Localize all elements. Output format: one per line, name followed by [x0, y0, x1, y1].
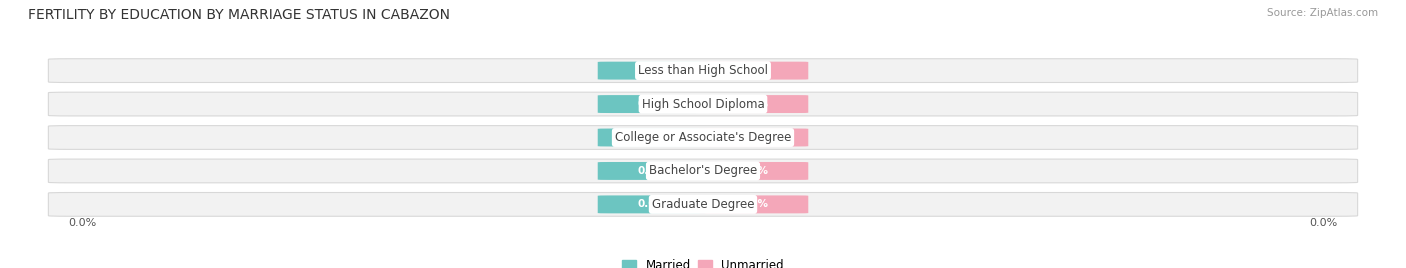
FancyBboxPatch shape	[48, 159, 1358, 183]
Legend: Married, Unmarried: Married, Unmarried	[617, 254, 789, 268]
Text: Source: ZipAtlas.com: Source: ZipAtlas.com	[1267, 8, 1378, 18]
Text: 0.0%: 0.0%	[1309, 218, 1337, 228]
Text: 0.0%: 0.0%	[638, 132, 666, 143]
Text: Bachelor's Degree: Bachelor's Degree	[650, 165, 756, 177]
FancyBboxPatch shape	[598, 129, 707, 147]
FancyBboxPatch shape	[48, 192, 1358, 216]
FancyBboxPatch shape	[699, 129, 808, 147]
Text: High School Diploma: High School Diploma	[641, 98, 765, 111]
Text: 0.0%: 0.0%	[740, 132, 768, 143]
FancyBboxPatch shape	[598, 62, 707, 80]
Text: FERTILITY BY EDUCATION BY MARRIAGE STATUS IN CABAZON: FERTILITY BY EDUCATION BY MARRIAGE STATU…	[28, 8, 450, 22]
Text: 0.0%: 0.0%	[69, 218, 97, 228]
Text: 0.0%: 0.0%	[740, 166, 768, 176]
Text: Graduate Degree: Graduate Degree	[652, 198, 754, 211]
FancyBboxPatch shape	[598, 195, 707, 213]
FancyBboxPatch shape	[48, 126, 1358, 149]
Text: 0.0%: 0.0%	[740, 99, 768, 109]
FancyBboxPatch shape	[699, 195, 808, 213]
Text: 0.0%: 0.0%	[740, 66, 768, 76]
FancyBboxPatch shape	[48, 59, 1358, 83]
FancyBboxPatch shape	[699, 95, 808, 113]
Text: 0.0%: 0.0%	[638, 66, 666, 76]
Text: College or Associate's Degree: College or Associate's Degree	[614, 131, 792, 144]
Text: Less than High School: Less than High School	[638, 64, 768, 77]
Text: 0.0%: 0.0%	[638, 166, 666, 176]
FancyBboxPatch shape	[598, 95, 707, 113]
FancyBboxPatch shape	[699, 62, 808, 80]
FancyBboxPatch shape	[699, 162, 808, 180]
Text: 0.0%: 0.0%	[638, 99, 666, 109]
Text: 0.0%: 0.0%	[638, 199, 666, 209]
FancyBboxPatch shape	[48, 92, 1358, 116]
Text: 0.0%: 0.0%	[740, 199, 768, 209]
FancyBboxPatch shape	[598, 162, 707, 180]
